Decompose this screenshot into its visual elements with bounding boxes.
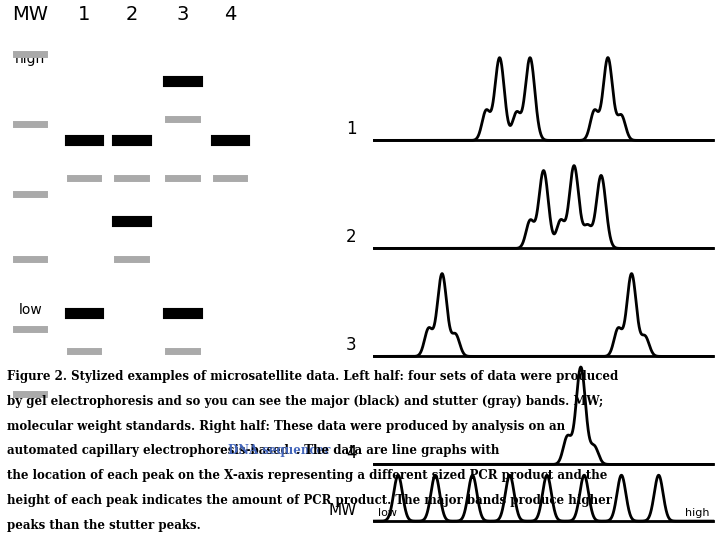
- Text: 1: 1: [346, 120, 356, 138]
- Text: 3: 3: [176, 5, 189, 24]
- Text: 2: 2: [346, 228, 356, 246]
- Text: 1: 1: [78, 5, 90, 24]
- Text: molecular weight standards. Right half: These data were produced by analysis on : molecular weight standards. Right half: …: [7, 420, 565, 433]
- Text: low: low: [19, 303, 42, 318]
- Text: automated capillary electrophoresis-based: automated capillary electrophoresis-base…: [7, 444, 293, 457]
- Text: DNA sequencer: DNA sequencer: [228, 444, 330, 457]
- Text: by gel electrophoresis and so you can see the major (black) and stutter (gray) b: by gel electrophoresis and so you can se…: [7, 395, 603, 408]
- Text: 2: 2: [125, 5, 138, 24]
- Text: 3: 3: [346, 336, 356, 354]
- Text: high: high: [685, 508, 709, 518]
- Text: MW: MW: [12, 5, 48, 24]
- Text: height of each peak indicates the amount of PCR product. The major bands produce: height of each peak indicates the amount…: [7, 494, 612, 507]
- Text: Figure 2. Stylized examples of microsatellite data. Left half: four sets of data: Figure 2. Stylized examples of microsate…: [7, 370, 618, 383]
- Text: 4: 4: [346, 444, 356, 462]
- Text: the location of each peak on the X-axis representing a different sized PCR produ: the location of each peak on the X-axis …: [7, 469, 608, 482]
- Text: . The data are line graphs with: . The data are line graphs with: [297, 444, 500, 457]
- Text: low: low: [378, 508, 397, 518]
- Text: MW: MW: [328, 503, 356, 518]
- Text: peaks than the stutter peaks.: peaks than the stutter peaks.: [7, 519, 201, 532]
- Text: 4: 4: [224, 5, 236, 24]
- Text: high: high: [15, 52, 45, 66]
